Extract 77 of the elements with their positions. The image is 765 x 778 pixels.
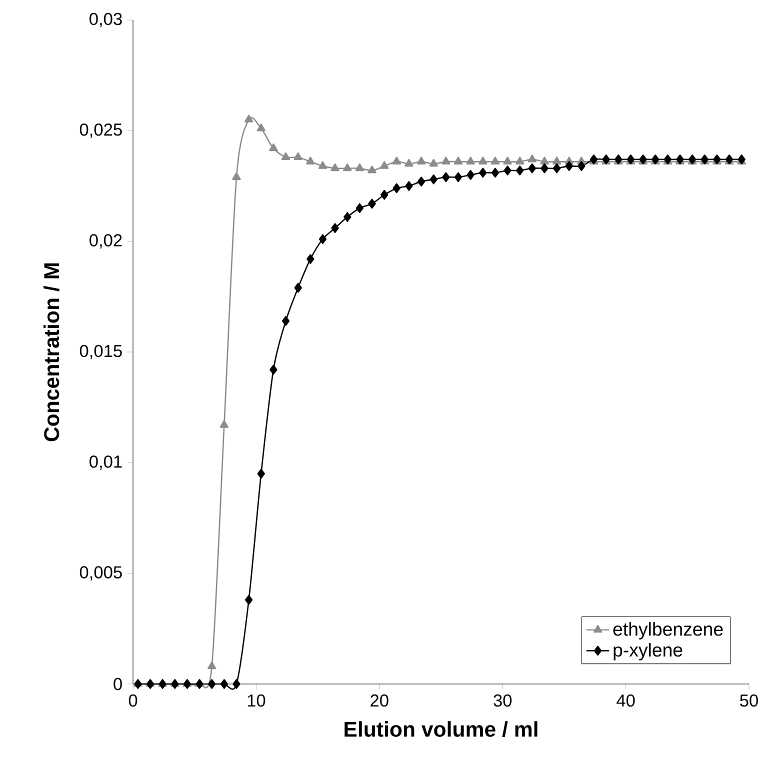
point [565,161,573,172]
point [540,156,549,164]
y-axis-title: Concentration / M [44,263,60,442]
point [220,420,229,428]
point [491,168,500,178]
point [343,163,352,172]
point [368,166,376,174]
y-tick-label: 0,03 [90,12,122,28]
point [356,203,364,214]
point [552,156,562,164]
point [306,254,314,264]
point [244,114,254,122]
point [392,156,402,164]
x-tick-label: 20 [370,694,388,707]
point [355,163,364,172]
y-tick-label: 0 [114,678,122,690]
point [331,223,339,233]
point [429,158,438,167]
point [269,143,278,152]
point [516,166,524,176]
y-tick-label: 0,02 [90,234,122,248]
point [417,176,426,187]
point [552,163,561,174]
point [416,156,426,164]
x-tick-label: 10 [248,694,266,707]
point [540,163,548,174]
point [503,156,512,164]
point [490,156,500,164]
point [318,234,327,244]
point [208,679,216,689]
point [282,316,290,326]
point [478,156,488,164]
y-tick-label: 0,005 [80,566,122,580]
point [232,679,240,689]
y-tick-label: 0,01 [90,456,122,470]
x-axis-title: Elution volume / ml [344,721,538,738]
point [281,152,290,160]
point [442,172,450,182]
point [404,158,414,167]
y-tick-label: 0,025 [80,124,122,138]
point [442,156,450,164]
point [528,163,536,174]
x-tick-label: 0 [128,694,138,707]
point [368,198,376,209]
point [318,161,328,169]
point [232,172,241,180]
point [207,661,216,670]
point [479,168,487,178]
point [466,156,475,164]
y-tick-label: 0,015 [80,344,122,360]
point [430,174,438,184]
point [294,152,302,160]
point [256,124,266,132]
x-tick-label: 30 [494,694,512,707]
point [528,154,537,162]
point [380,161,389,169]
point [294,282,302,293]
x-tick-label: 40 [616,694,635,707]
point [344,212,352,222]
point [270,364,278,375]
x-tick-label: 50 [740,694,758,707]
point [392,183,401,194]
point [466,170,474,180]
point [578,161,586,172]
point [306,156,315,164]
point [330,163,340,172]
point [454,156,463,164]
point [504,166,512,176]
legend-label: ethylbenzene [613,622,723,640]
point [257,468,265,479]
point [220,679,228,689]
point [380,190,388,200]
point [515,156,524,164]
point [405,181,413,191]
point [244,594,253,605]
legend-label: p-xylene [614,642,682,660]
point [454,172,462,182]
